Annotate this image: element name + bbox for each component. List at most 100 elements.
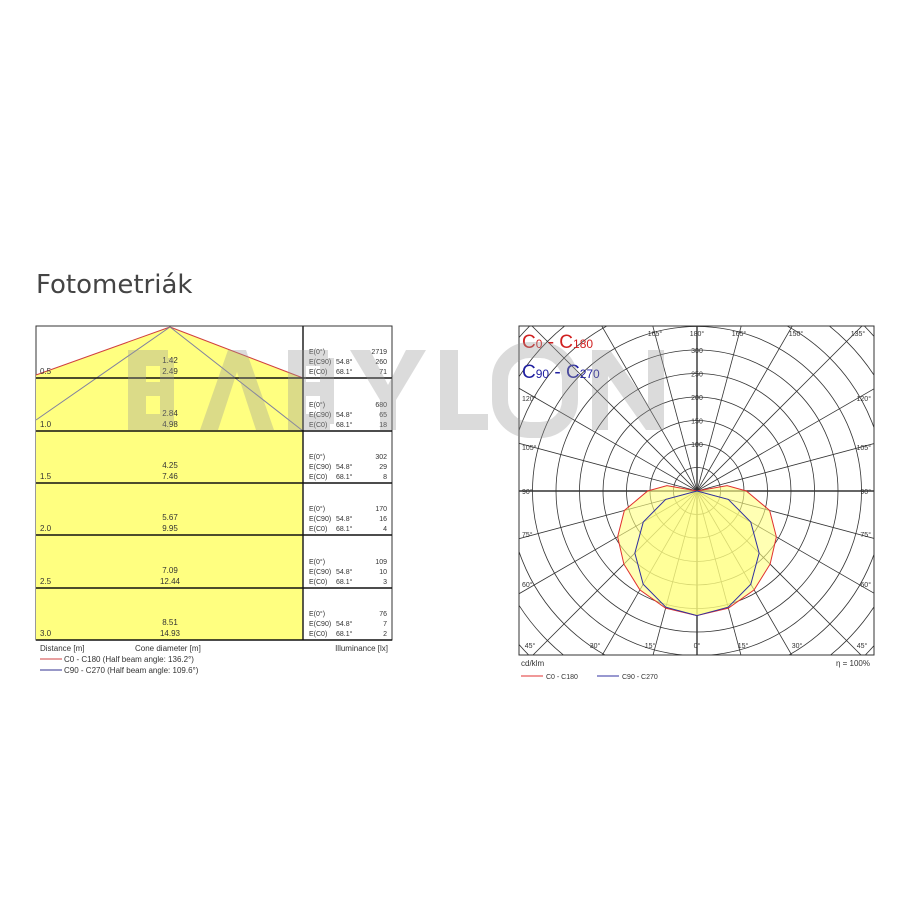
cone-diagram: 0.5 1.42 2.49 E(0°) 2719 E(C90) 54.8° 260 E(C0) 6…	[35, 325, 393, 675]
illum-label: E(0°)	[309, 401, 325, 409]
ring-label: 300	[691, 348, 703, 355]
illum-angle: 54.8°	[336, 568, 353, 576]
illum-label: E(C90)	[309, 621, 331, 628]
angle-label-bottom: 15°	[645, 642, 656, 650]
illum-value: 2	[383, 631, 387, 638]
ring-label: 150	[691, 419, 703, 426]
angle-label-right: 105°	[857, 444, 872, 452]
illum-label: E(0°)	[309, 348, 325, 356]
angle-label-left: 75°	[522, 531, 533, 539]
illum-value: 2719	[371, 349, 387, 356]
distance-label: 1.0	[40, 420, 52, 429]
watermark-logo	[128, 342, 664, 438]
angle-label-top: 135°	[851, 330, 866, 338]
angle-label-bottom: 30°	[590, 642, 601, 650]
cone-edge-c0-right	[169, 326, 304, 379]
cone-edge-c90-left	[35, 326, 171, 421]
angle-label-bottom: 15°	[738, 642, 749, 650]
angle-label-left: 105°	[522, 444, 537, 452]
col-cone: Cone diameter [m]	[135, 644, 201, 653]
angle-label-bottom: 0°	[694, 642, 701, 650]
polar-title-c0: C0 - C180	[522, 332, 593, 353]
illum-label: E(C90)	[309, 464, 331, 471]
illum-label: E(C0)	[309, 631, 327, 638]
illum-label: E(C0)	[309, 369, 327, 376]
illum-angle: 54.8°	[336, 411, 353, 419]
illum-angle: 68.1°	[336, 578, 353, 586]
illum-label: E(0°)	[309, 453, 325, 461]
illum-label: E(0°)	[309, 558, 325, 566]
illum-angle: 68.1°	[336, 473, 353, 481]
legend-c0: C0 - C180 (Half beam angle: 136.2°)	[64, 655, 194, 664]
illum-value: 680	[375, 402, 387, 409]
angle-label-top: 150°	[789, 330, 804, 338]
illum-value: 76	[379, 611, 387, 618]
polar-series-c90-c270	[634, 490, 760, 617]
cone-diameter-c90: 5.67	[162, 513, 178, 522]
ring-label: 250	[691, 372, 703, 379]
illum-angle: 54.8°	[336, 515, 353, 523]
legend-c90: C90 - C270 (Half beam angle: 109.6°)	[64, 666, 199, 675]
angle-label-left: 120°	[522, 395, 537, 403]
angle-label-right: 120°	[857, 395, 872, 403]
angle-label-bottom: 30°	[792, 642, 803, 650]
cone-diameter-c90: 7.09	[162, 566, 178, 575]
illum-label: E(0°)	[309, 610, 325, 618]
distance-label: 2.5	[40, 577, 52, 586]
cone-diameter-c0: 12.44	[160, 577, 181, 586]
distance-label: 0.5	[40, 367, 52, 376]
angle-label-right: 90°	[860, 488, 871, 496]
illum-label: E(C90)	[309, 412, 331, 419]
illum-angle: 54.8°	[336, 358, 353, 366]
cone-edge-c90-right	[169, 326, 304, 432]
illum-label: E(C90)	[309, 569, 331, 576]
polar-legend-c0: C0 - C180	[546, 674, 578, 681]
angle-label-top: 180°	[690, 330, 705, 338]
angle-label-top: 165°	[648, 330, 663, 338]
illum-angle: 68.1°	[336, 525, 353, 533]
cone-diameter-c90: 8.51	[162, 618, 178, 627]
illum-label: E(C0)	[309, 474, 327, 481]
illum-value: 71	[379, 369, 387, 376]
polar-diagram: 100 150 200 250 300 165° 180° 165° 150° 135° 120° 1…	[518, 325, 875, 681]
illum-label: E(C0)	[309, 579, 327, 586]
polar-legend-c90: C90 - C270	[622, 674, 658, 681]
cone-diameter-c0: 2.49	[162, 367, 178, 376]
illum-value: 8	[383, 474, 387, 481]
cone-diameter-c0: 14.93	[160, 629, 181, 638]
illum-angle: 68.1°	[336, 630, 353, 638]
angle-label-left: 90°	[522, 488, 533, 496]
illum-value: 7	[383, 621, 387, 628]
cone-diameter-c0: 4.98	[162, 420, 178, 429]
page-title: Fotometriák	[36, 270, 193, 300]
illum-angle: 68.1°	[336, 368, 353, 376]
illum-value: 302	[375, 454, 387, 461]
col-distance: Distance [m]	[40, 644, 84, 653]
cone-diameter-c90: 1.42	[162, 356, 178, 365]
distance-label: 3.0	[40, 629, 52, 638]
polar-title-c90: C90 - C270	[522, 362, 600, 383]
illum-value: 260	[375, 359, 387, 366]
angle-label-bottom: 45°	[857, 642, 868, 650]
cone-edge-c0-left	[35, 326, 171, 376]
illum-value: 109	[375, 559, 387, 566]
ring-label: 100	[691, 442, 703, 449]
angle-label-bottom: 45°	[525, 642, 536, 650]
illum-value: 10	[379, 569, 387, 576]
illum-value: 18	[379, 422, 387, 429]
illum-value: 29	[379, 464, 387, 471]
illum-value: 3	[383, 579, 387, 586]
distance-label: 2.0	[40, 524, 52, 533]
distance-label: 1.5	[40, 472, 52, 481]
illum-angle: 54.8°	[336, 620, 353, 628]
illum-value: 170	[375, 506, 387, 513]
illum-value: 4	[383, 526, 387, 533]
col-illum: Illuminance [lx]	[335, 644, 388, 653]
angle-label-left: 60°	[522, 581, 533, 589]
cone-diameter-c0: 7.46	[162, 472, 178, 481]
polar-efficiency: η = 100%	[836, 659, 870, 668]
illum-label: E(0°)	[309, 505, 325, 513]
angle-label-right: 60°	[860, 581, 871, 589]
cone-diameter-c0: 9.95	[162, 524, 178, 533]
